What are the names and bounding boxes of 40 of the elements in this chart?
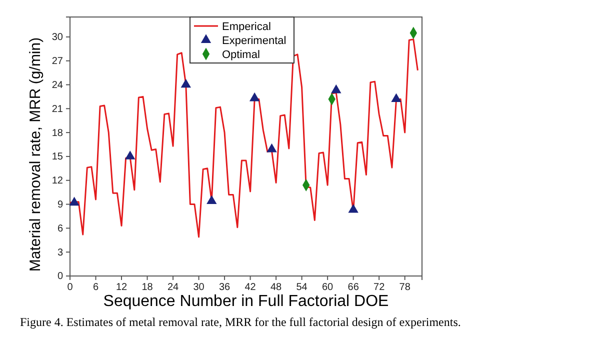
- x-tick-label: 48: [270, 282, 282, 294]
- y-tick-label: 6: [57, 223, 64, 234]
- y-tick-label: 24: [52, 80, 64, 91]
- x-tick-label: 66: [348, 282, 360, 294]
- x-tick-label: 0: [67, 282, 74, 294]
- point: [180, 78, 191, 88]
- x-tick-label: 36: [218, 282, 231, 294]
- y-tick-label: 18: [52, 128, 64, 139]
- x-tick-label: 12: [116, 282, 128, 294]
- y-tick-label: 27: [52, 56, 64, 68]
- y-tick-label: 30: [52, 32, 64, 44]
- x-tick-label: 6: [92, 282, 99, 294]
- y-axis-title: Material removal rate, MRR (g/min): [27, 37, 44, 272]
- point: [348, 204, 358, 213]
- x-tick-label: 18: [142, 282, 154, 294]
- point: [125, 150, 136, 160]
- caption: Figure 4. Estimates of metal removal rate, MRR for the full factorial design of experiments.: [20, 315, 461, 329]
- x-axis-title: Sequence Number in Full Factorial DOE: [103, 293, 389, 310]
- x-tick-label: 24: [167, 282, 180, 294]
- x-tick-label: 42: [244, 282, 256, 294]
- legend-label: Emperical: [222, 21, 271, 33]
- x-tick-label: 54: [296, 282, 308, 294]
- point: [206, 195, 217, 204]
- legend-label: Experimental: [222, 35, 286, 47]
- y-tick-label: 12: [52, 176, 64, 187]
- point: [69, 196, 80, 206]
- y-tick-label: 3: [57, 247, 64, 258]
- legend-label: Optimal: [222, 49, 260, 61]
- y-tick-label: 0: [57, 271, 64, 282]
- y-tick-label: 9: [57, 199, 64, 210]
- y-tick-label: 15: [52, 152, 64, 163]
- point: [249, 92, 260, 102]
- point: [331, 84, 342, 94]
- x-tick-label: 30: [193, 282, 205, 294]
- x-tick-label: 60: [322, 282, 334, 294]
- y-tick-label: 21: [52, 104, 64, 115]
- x-tick-label: 78: [399, 282, 411, 294]
- point: [391, 93, 402, 102]
- x-tick-label: 72: [374, 282, 386, 294]
- point: [266, 143, 277, 152]
